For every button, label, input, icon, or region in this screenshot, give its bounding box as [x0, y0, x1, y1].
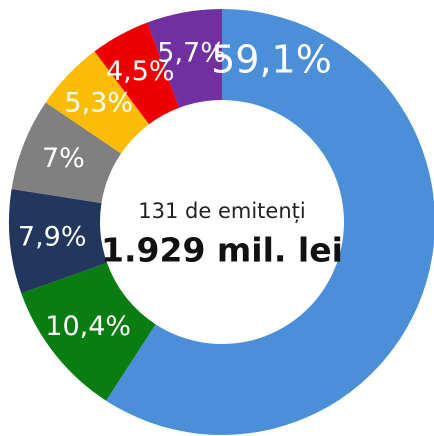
data-label: 10,4% — [45, 311, 131, 342]
donut-segment — [106, 9, 434, 435]
data-label: 5,7% — [157, 38, 226, 69]
data-label: 59,1% — [211, 37, 332, 81]
donut-segment — [8, 188, 108, 294]
center-value: 1.929 mil. lei — [101, 231, 343, 270]
donut-segment — [21, 262, 156, 401]
data-label: 5,3% — [64, 88, 133, 119]
donut-segment — [147, 9, 222, 108]
data-label: 7,9% — [18, 221, 87, 252]
donut-segment — [45, 51, 149, 154]
center-text: 131 de emitenți — [138, 199, 305, 223]
data-label: 4,5% — [106, 56, 175, 87]
data-label: 7% — [42, 143, 85, 174]
donut-segment — [11, 102, 122, 204]
donut-segment — [94, 22, 180, 125]
